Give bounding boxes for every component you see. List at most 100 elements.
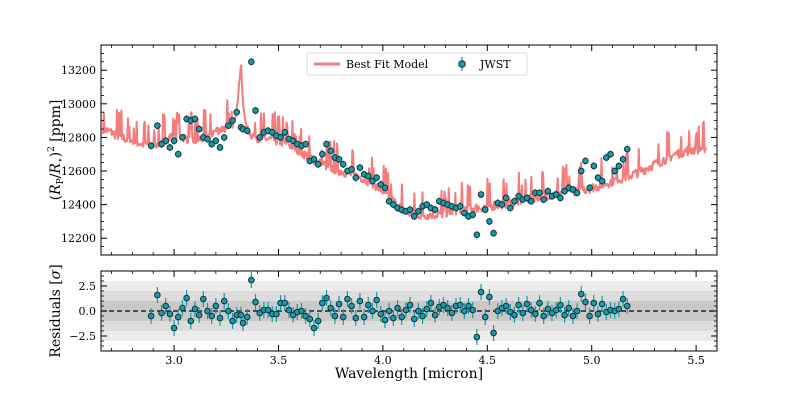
jwst-data-point — [577, 167, 585, 175]
residual-point — [419, 308, 426, 324]
jwst-data-point — [569, 185, 577, 194]
jwst-data-point — [498, 200, 506, 209]
residual-point — [448, 305, 456, 321]
jwst-data-point — [461, 209, 468, 217]
residual-point — [195, 307, 203, 323]
residual-point — [406, 297, 414, 313]
residual-y-tick-label: 2.5 — [79, 280, 97, 293]
residual-point — [225, 303, 232, 319]
legend: Best Fit Model JWST — [306, 52, 528, 76]
jwst-data-point — [381, 184, 389, 192]
legend-jwst-label: JWST — [479, 58, 511, 71]
jwst-data-point — [212, 137, 220, 145]
jwst-data-point — [594, 174, 602, 182]
residual-point — [220, 293, 228, 309]
residual-point — [281, 295, 289, 311]
residual-point — [582, 294, 589, 310]
residual-point — [191, 301, 199, 317]
residual-point — [461, 303, 468, 319]
residual-point — [573, 303, 581, 319]
residual-point — [323, 290, 330, 306]
residual-point — [603, 304, 610, 320]
residual-point — [569, 308, 577, 324]
residual-point — [415, 303, 422, 319]
residual-point — [623, 298, 631, 314]
jwst-data-point — [486, 217, 493, 226]
residual-point — [248, 272, 255, 288]
ylabel-unit: [ppm] — [48, 100, 64, 147]
residual-point — [166, 306, 174, 322]
residual-point — [319, 295, 326, 311]
jwst-data-point — [615, 162, 623, 170]
jwst-data-point — [166, 143, 174, 152]
residual-point — [402, 302, 410, 318]
x-tick-label: 3.5 — [270, 354, 288, 367]
jwst-data-point — [623, 145, 631, 153]
residual-point — [381, 312, 389, 328]
jwst-data-point — [586, 184, 593, 192]
residuals-label-sigma: σ — [48, 269, 64, 279]
residual-point — [394, 300, 401, 316]
jwst-data-point — [477, 190, 485, 199]
jwst-data-point — [456, 202, 464, 210]
jwst-data-point — [552, 190, 560, 199]
jwst-data-point — [364, 172, 372, 180]
jwst-data-point — [256, 133, 263, 142]
ylabel-sub-p: P — [56, 178, 66, 184]
residual-point — [170, 320, 178, 336]
jwst-data-point — [423, 200, 431, 209]
residual-y-tick-label: −2.5 — [69, 330, 96, 343]
jwst-data-point — [252, 106, 259, 115]
jwst-data-point — [208, 140, 215, 148]
residual-point — [310, 320, 318, 336]
x-tick-label: 4.0 — [374, 354, 392, 367]
jwst-data-point — [415, 207, 422, 216]
legend-jwst-marker — [458, 60, 466, 68]
spectrum-y-axis-label: (RP/R⋆)2 [ppm] — [47, 100, 66, 201]
jwst-data-point — [603, 153, 610, 162]
jwst-data-point — [248, 58, 255, 66]
jwst-data-point — [268, 128, 276, 137]
jwst-data-point — [390, 200, 397, 209]
jwst-data-point — [158, 140, 165, 148]
residual-point — [423, 301, 431, 317]
jwst-data-point — [319, 150, 326, 158]
residual-point — [477, 284, 485, 300]
x-axis-label: Wavelength [micron] — [335, 366, 483, 382]
jwst-data-point — [502, 194, 510, 202]
residual-point — [183, 290, 190, 306]
jwst-data-point — [473, 231, 481, 239]
jwst-data-point — [573, 189, 581, 197]
residual-point — [285, 302, 293, 318]
residual-point — [229, 313, 236, 329]
ylabel-exponent: 2 — [47, 146, 57, 152]
jwst-data-point — [179, 133, 186, 142]
residual-point — [314, 313, 322, 329]
jwst-data-point — [195, 125, 203, 133]
jwst-data-point — [243, 126, 251, 135]
legend-model-label: Best Fit Model — [346, 58, 429, 71]
residual-point — [444, 300, 451, 316]
jwst-data-point — [191, 115, 199, 123]
residual-point — [465, 298, 472, 314]
jwst-data-point — [607, 150, 614, 158]
residual-point — [456, 297, 464, 313]
residual-point — [586, 308, 593, 324]
x-tick-label: 5.0 — [583, 354, 601, 367]
jwst-data-point — [406, 205, 414, 214]
jwst-data-point — [335, 155, 343, 163]
residual-point — [174, 309, 182, 325]
residual-point — [306, 311, 314, 327]
ylabel-r: R — [48, 184, 64, 196]
jwst-data-point — [225, 121, 232, 130]
jwst-data-point — [348, 165, 355, 174]
ylabel-slash: / — [48, 173, 64, 178]
residual-point — [273, 306, 280, 322]
y-tick-label: 12400 — [61, 199, 96, 212]
residuals-label-text: Residuals [ — [48, 279, 64, 357]
residual-point — [200, 291, 207, 307]
legend-box — [306, 52, 528, 76]
jwst-data-point — [490, 229, 497, 237]
residual-point — [532, 306, 539, 322]
jwst-data-point — [314, 160, 322, 168]
